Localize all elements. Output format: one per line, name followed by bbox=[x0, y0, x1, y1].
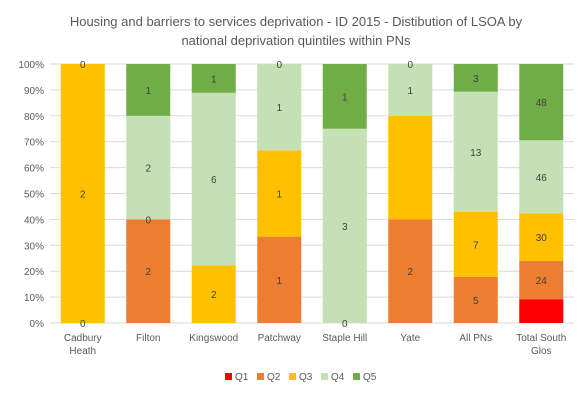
x-tick-label: Patchway bbox=[258, 333, 301, 344]
y-tick-label: 0% bbox=[30, 319, 45, 330]
x-tick-label: Heath bbox=[69, 346, 96, 357]
legend-swatch bbox=[289, 373, 296, 380]
x-tick-label: Staple Hill bbox=[322, 333, 367, 344]
data-label: 1 bbox=[407, 86, 413, 97]
y-tick-label: 20% bbox=[24, 267, 44, 278]
legend-swatch bbox=[257, 373, 264, 380]
bar-segment bbox=[126, 115, 171, 220]
data-label: 46 bbox=[536, 173, 548, 184]
y-tick-label: 50% bbox=[24, 190, 44, 201]
x-tick-label: Glos bbox=[531, 346, 552, 357]
y-tick-label: 60% bbox=[24, 164, 44, 175]
legend: Q1 Q2 Q3 Q4 Q5 bbox=[225, 372, 377, 383]
chart-title-line-2: national deprivation quintiles within PN… bbox=[181, 33, 411, 48]
bar-segment bbox=[388, 115, 433, 220]
data-label: 30 bbox=[536, 233, 548, 244]
data-label: 3 bbox=[473, 74, 479, 85]
x-axis-tick-labels: Cadbury Heath Filton Kingswood Patchway Stapl… bbox=[64, 333, 566, 357]
data-label: 1 bbox=[276, 276, 282, 287]
bar-segment bbox=[60, 64, 105, 323]
legend-swatch bbox=[225, 373, 232, 380]
bars bbox=[60, 64, 564, 323]
legend-label: Q2 bbox=[267, 372, 281, 383]
data-label: 0 bbox=[407, 60, 413, 71]
bar-segment bbox=[191, 64, 236, 93]
data-label: 2 bbox=[145, 164, 151, 175]
legend-label: Q4 bbox=[331, 372, 345, 383]
bar-segment bbox=[322, 128, 367, 323]
data-label: 1 bbox=[276, 190, 282, 201]
data-label: 0 bbox=[145, 215, 151, 226]
y-tick-label: 100% bbox=[18, 60, 44, 71]
y-tick-label: 30% bbox=[24, 241, 44, 252]
y-tick-label: 80% bbox=[24, 112, 44, 123]
bar-segment bbox=[191, 265, 236, 323]
data-labels: 0 2 0 2 0 2 1 2 6 1 1 1 1 0 0 3 1 2 1 0 5 7 13 3 24 30 46 48 bbox=[80, 60, 547, 330]
data-label: 1 bbox=[342, 92, 348, 103]
bar-segment bbox=[453, 212, 498, 277]
bar-segment bbox=[257, 64, 302, 151]
x-tick-label: Total South bbox=[516, 333, 566, 344]
bar-segment bbox=[453, 276, 498, 323]
bar-segment bbox=[519, 213, 564, 262]
bar-segment bbox=[388, 219, 433, 323]
data-label: 3 bbox=[342, 222, 348, 233]
x-tick-label: Kingswood bbox=[189, 333, 238, 344]
bar-segment bbox=[257, 150, 302, 237]
x-tick-label: Yate bbox=[400, 333, 420, 344]
bar-segment bbox=[519, 299, 564, 323]
bar-segment bbox=[453, 91, 498, 212]
bar-segment bbox=[322, 64, 367, 129]
data-label: 0 bbox=[276, 60, 282, 71]
y-axis-tick-labels: 0% 10% 20% 30% 40% 50% 60% 70% 80% 90% 100% bbox=[18, 60, 44, 330]
legend-swatch bbox=[321, 373, 328, 380]
data-label: 6 bbox=[211, 175, 217, 186]
y-tick-label: 90% bbox=[24, 86, 44, 97]
data-label: 13 bbox=[470, 148, 482, 159]
x-tick-label: Filton bbox=[136, 333, 160, 344]
bar-segment bbox=[519, 261, 564, 300]
y-tick-label: 10% bbox=[24, 293, 44, 304]
legend-label: Q1 bbox=[235, 372, 249, 383]
bar-segment bbox=[453, 64, 498, 92]
chart-title-line-1: Housing and barriers to services depriva… bbox=[70, 14, 523, 29]
data-label: 2 bbox=[407, 267, 413, 278]
y-tick-label: 70% bbox=[24, 138, 44, 149]
data-label: 2 bbox=[145, 267, 151, 278]
data-label: 2 bbox=[80, 190, 86, 201]
x-tick-label: All PNs bbox=[459, 333, 492, 344]
bar-segment bbox=[388, 64, 433, 116]
bar-segment bbox=[257, 236, 302, 323]
data-label: 1 bbox=[145, 86, 151, 97]
data-label: 0 bbox=[342, 319, 348, 330]
legend-label: Q5 bbox=[363, 372, 377, 383]
bar-segment bbox=[126, 64, 171, 116]
bar-segment bbox=[191, 92, 236, 266]
y-tick-label: 40% bbox=[24, 215, 44, 226]
bar-segment bbox=[126, 219, 171, 323]
legend-swatch bbox=[353, 373, 360, 380]
data-label: 24 bbox=[536, 276, 548, 287]
bar-segment bbox=[519, 64, 564, 141]
data-label: 48 bbox=[536, 98, 548, 109]
data-label: 0 bbox=[80, 319, 86, 330]
data-label: 7 bbox=[473, 240, 479, 251]
data-label: 5 bbox=[473, 296, 479, 307]
data-label: 2 bbox=[211, 290, 217, 301]
x-tick-label: Cadbury bbox=[64, 333, 102, 344]
legend-label: Q3 bbox=[299, 372, 313, 383]
data-label: 0 bbox=[80, 60, 86, 71]
data-label: 1 bbox=[211, 74, 217, 85]
bar-segment bbox=[519, 140, 564, 214]
data-label: 1 bbox=[276, 103, 282, 114]
